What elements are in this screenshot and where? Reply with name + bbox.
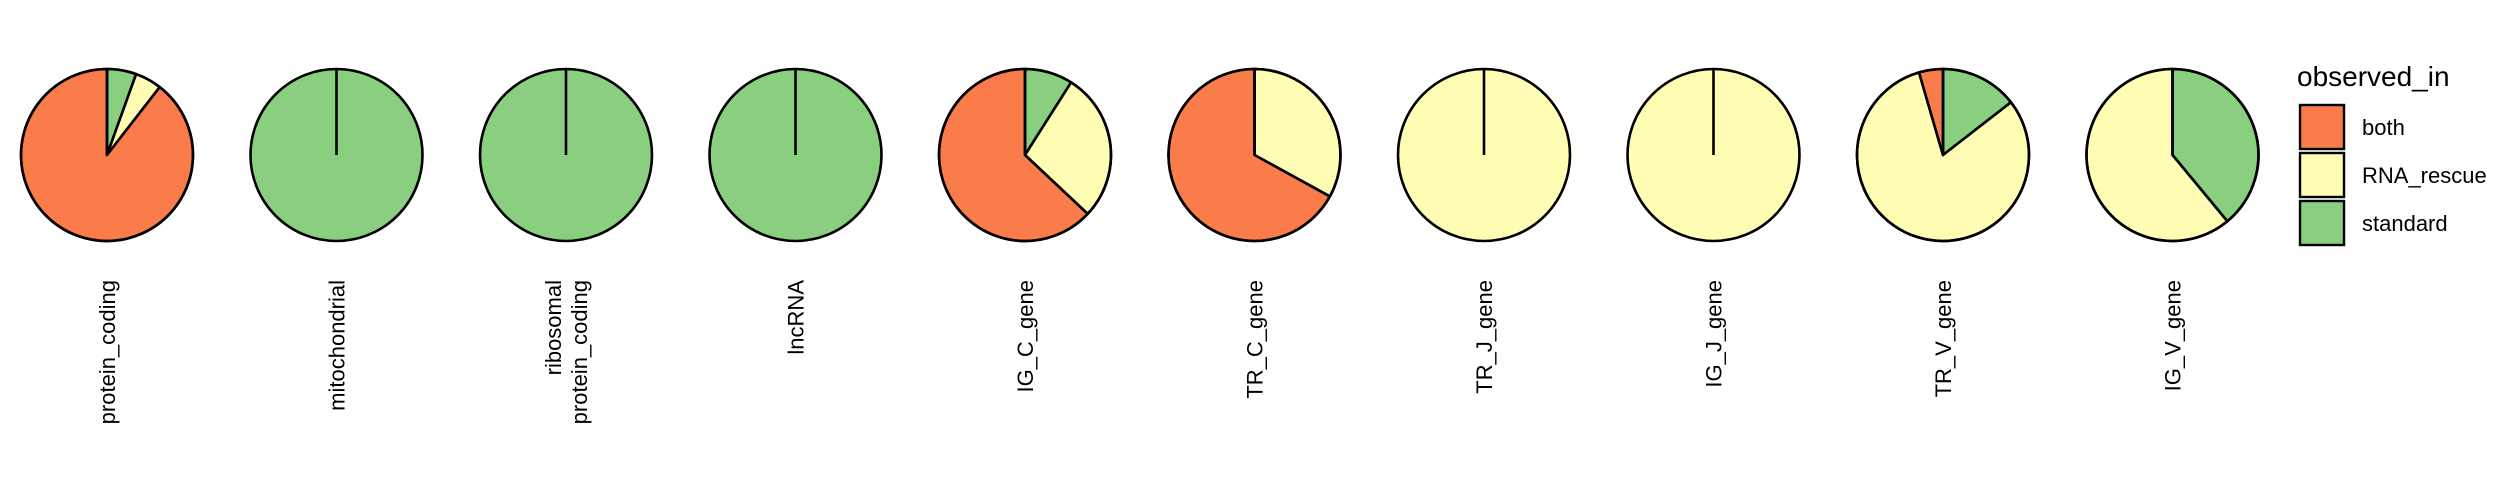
pie-IG_C_gene: IG_C_gene	[937, 67, 1113, 393]
pie-lncRNA: lncRNA	[708, 67, 883, 355]
pie-TR_J_gene: TR_J_gene	[1396, 67, 1572, 394]
pie-label: lncRNA	[784, 280, 809, 355]
pie-TR_V_gene: TR_V_gene	[1855, 67, 2031, 397]
pie-label: TR_V_gene	[1931, 280, 1956, 397]
legend-key	[2298, 103, 2346, 151]
pie-mitochondrial: mitochondrial	[249, 67, 424, 411]
legend-key	[2298, 199, 2346, 247]
legend-items: both RNA_rescue standard	[2298, 103, 2487, 247]
legend-item-standard: standard	[2298, 199, 2448, 247]
pie-ribosomal-protein_coding: ribosomalprotein_coding	[478, 67, 654, 424]
pie-label: TR_C_gene	[1243, 280, 1268, 399]
pie-label: IG_J_gene	[1702, 280, 1727, 388]
pie-label: ribosomalprotein_coding	[541, 280, 592, 424]
legend-item-RNA_rescue: RNA_rescue	[2298, 151, 2487, 199]
legend-key	[2298, 151, 2346, 199]
pie-label: mitochondrial	[325, 280, 350, 411]
legend-label: both	[2362, 115, 2405, 140]
legend: observed_in both RNA_rescue standard	[2297, 61, 2487, 247]
pie-label: TR_J_gene	[1472, 280, 1497, 394]
pie-label: IG_V_gene	[2161, 280, 2186, 391]
pie-IG_V_gene: IG_V_gene	[2085, 67, 2260, 391]
legend-label: RNA_rescue	[2362, 163, 2487, 188]
pie-label: IG_C_gene	[1013, 280, 1038, 393]
pie-panels: protein_coding mitochondrial ribosomalprot…	[19, 67, 2260, 424]
pie-label: protein_coding	[95, 280, 120, 424]
legend-item-both: both	[2298, 103, 2405, 151]
pie-protein_coding: protein_coding	[19, 67, 195, 424]
pie-IG_J_gene: IG_J_gene	[1626, 67, 1801, 388]
pie-TR_C_gene: TR_C_gene	[1167, 67, 1342, 399]
legend-label: standard	[2362, 211, 2448, 236]
legend-title: observed_in	[2297, 61, 2450, 92]
